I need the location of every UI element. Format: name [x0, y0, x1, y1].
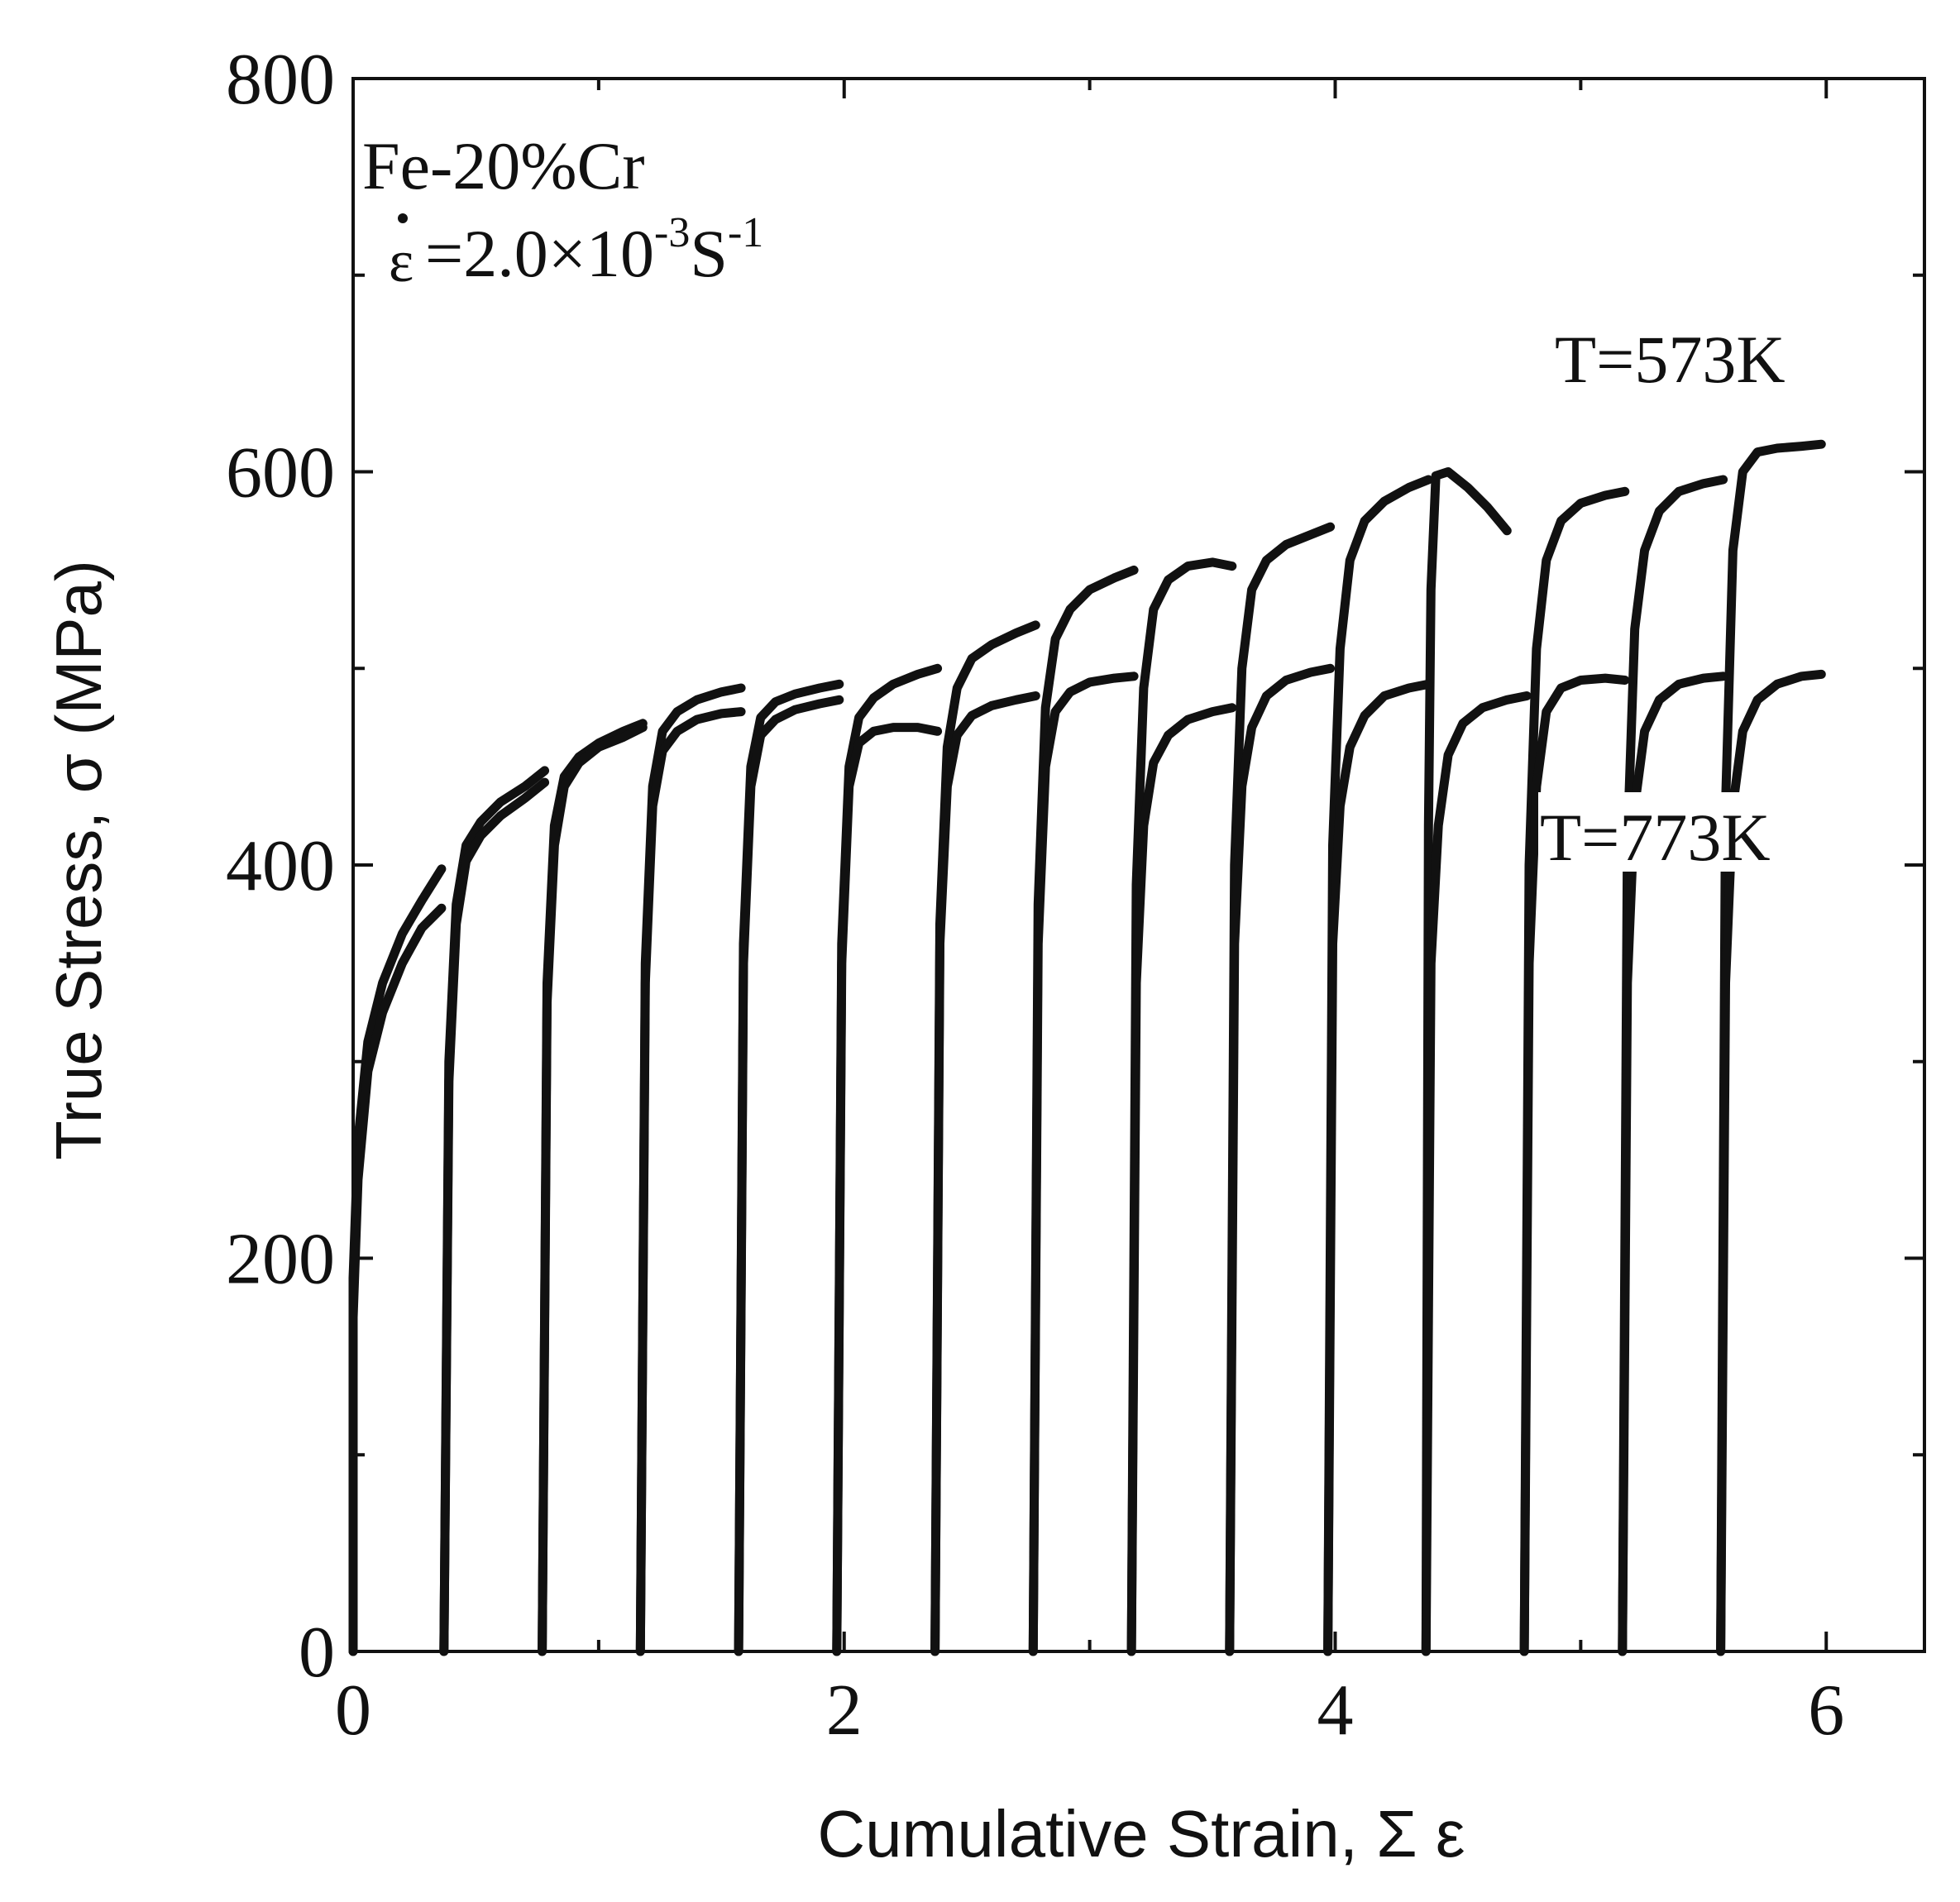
y-tick-label-600: 600 — [226, 433, 335, 514]
rate-text: =2.0×10 — [425, 216, 654, 291]
series-label-773k: T=773K — [1540, 800, 1771, 875]
series-0-cycle-11 — [1323, 475, 1433, 1656]
series-1-cycle-3 — [538, 723, 648, 1656]
series-1-cycle-7 — [930, 691, 1040, 1656]
material-annotation: Fe-20%Cr — [362, 128, 645, 203]
series-1-cycle-10 — [1225, 663, 1336, 1656]
axis-ticks — [351, 77, 1924, 1653]
series-1-cycle-5 — [734, 695, 844, 1656]
x-tick-label-6: 6 — [1808, 1670, 1844, 1751]
rate-exp2: -1 — [728, 209, 763, 256]
x-axis-label: Cumulative Strain, Σ ε — [817, 1797, 1465, 1871]
y-tick-label-800: 800 — [226, 40, 335, 120]
y-tick-label-0: 0 — [299, 1613, 335, 1693]
series-0-cycle-9 — [1126, 557, 1237, 1656]
rate-symbol: ε — [389, 228, 414, 294]
series-1-cycle-4 — [635, 707, 746, 1656]
rate-dot — [398, 213, 408, 223]
data-curves — [348, 439, 1826, 1656]
series-1-cycle-12 — [1421, 691, 1532, 1656]
rate-equation: =2.0×10-3S-1 — [425, 209, 763, 291]
series-1-cycle-6 — [832, 723, 943, 1656]
y-tick-label-200: 200 — [226, 1220, 335, 1300]
x-tick-label-4: 4 — [1317, 1670, 1354, 1751]
x-tick-label-0: 0 — [335, 1670, 371, 1751]
axis-tick-labels: 0 200 400 600 800 0 2 4 6 — [226, 40, 1844, 1751]
series-1-cycle-13 — [1519, 673, 1630, 1656]
series-1-cycle-11 — [1323, 679, 1433, 1656]
series-0-cycle-12 — [1421, 467, 1512, 1656]
series-1-cycle-15 — [1716, 669, 1826, 1656]
strain-rate-annotation: ε =2.0×10-3S-1 — [389, 209, 763, 294]
x-tick-label-2: 2 — [826, 1670, 863, 1751]
y-tick-label-400: 400 — [226, 826, 335, 906]
series-1-cycle-14 — [1618, 671, 1728, 1656]
series-1-cycle-9 — [1126, 703, 1237, 1656]
series-1-cycle-8 — [1028, 671, 1139, 1656]
series-1-cycle-2 — [439, 777, 550, 1656]
series-label-573k: T=573K — [1555, 322, 1786, 397]
rate-exp1: -3 — [654, 209, 690, 256]
series-1 — [348, 663, 1826, 1656]
series-label-773k-backdrop — [1538, 792, 1861, 872]
series-0-cycle-15 — [1716, 439, 1826, 1656]
rate-unit: S — [690, 216, 728, 291]
y-axis-label: True Stress, σ (MPa) — [42, 560, 115, 1160]
